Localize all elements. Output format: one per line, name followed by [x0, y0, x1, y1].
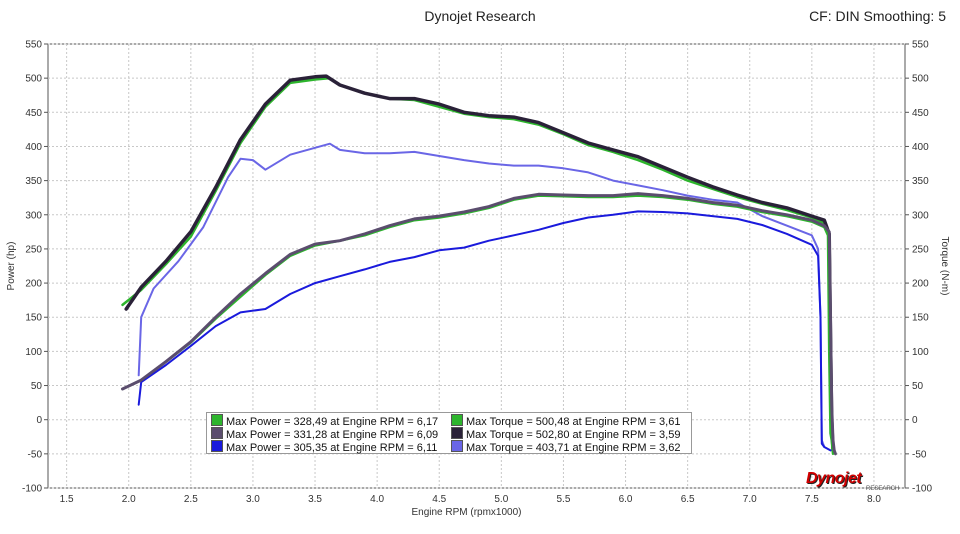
- x-tick-label: 5.5: [556, 494, 570, 505]
- x-tick-label: 4.0: [370, 494, 384, 505]
- legend-label: Max Torque = 403,71 at Engine RPM = 3,62: [466, 442, 681, 454]
- chart-title: Dynojet Research: [424, 8, 536, 24]
- y-tick-label-left: 100: [25, 347, 42, 358]
- dynojet-logo: Dynojet: [806, 470, 862, 487]
- y-tick-label-right: 400: [912, 142, 929, 153]
- y-tick-label-right: 0: [912, 415, 918, 426]
- x-tick-label: 6.0: [619, 494, 633, 505]
- dynojet-logo-sub: RESEARCH: [866, 486, 900, 492]
- legend-item: Max Torque = 403,71 at Engine RPM = 3,62: [451, 440, 681, 454]
- y-tick-label-left: 150: [25, 313, 42, 324]
- x-tick-label: 4.5: [432, 494, 446, 505]
- y-tick-label-left: 550: [25, 40, 42, 51]
- y-tick-label-right: 200: [912, 279, 929, 290]
- y-tick-label-right: 250: [912, 244, 929, 255]
- y-tick-label-left: 50: [31, 381, 43, 392]
- y-tick-label-right: -50: [912, 449, 927, 460]
- y-axis-label-right: Torque (N-m): [939, 237, 950, 296]
- legend-label: Max Power = 305,35 at Engine RPM = 6,11: [226, 442, 438, 454]
- legend-item: Max Torque = 500,48 at Engine RPM = 3,61: [451, 414, 681, 428]
- x-axis-label: Engine RPM (rpmx1000): [411, 507, 521, 518]
- x-tick-label: 5.0: [494, 494, 508, 505]
- legend-label: Max Power = 331,28 at Engine RPM = 6,09: [226, 429, 439, 441]
- y-tick-label-right: 350: [912, 176, 929, 187]
- y-tick-label-left: 0: [36, 415, 42, 426]
- chart-settings-label: CF: DIN Smoothing: 5: [809, 8, 946, 24]
- x-tick-label: 1.5: [60, 494, 74, 505]
- y-tick-label-left: 400: [25, 142, 42, 153]
- y-tick-label-left: 200: [25, 279, 42, 290]
- y-tick-label-right: 100: [912, 347, 929, 358]
- legend-item: Max Torque = 502,80 at Engine RPM = 3,59: [451, 427, 681, 441]
- y-tick-label-right: 450: [912, 108, 929, 119]
- series-line-power-1: [121, 192, 837, 456]
- legend-swatch: [211, 414, 223, 426]
- y-tick-label-right: 550: [912, 40, 929, 51]
- y-tick-label-right: 150: [912, 313, 929, 324]
- y-tick-label-right: 50: [912, 381, 924, 392]
- legend-swatch: [451, 440, 463, 452]
- y-tick-label-left: 500: [25, 74, 42, 85]
- legend-item: Max Power = 331,28 at Engine RPM = 6,09: [211, 427, 439, 441]
- series-line-torque-5: [137, 142, 826, 448]
- y-tick-label-left: 250: [25, 244, 42, 255]
- legend-label: Max Power = 328,49 at Engine RPM = 6,17: [226, 416, 439, 428]
- y-tick-label-left: 450: [25, 108, 42, 119]
- chart-legend: Max Power = 328,49 at Engine RPM = 6,17 M…: [206, 412, 692, 454]
- series-line-power-2: [137, 210, 832, 452]
- x-tick-label: 2.0: [122, 494, 136, 505]
- legend-swatch: [451, 427, 463, 439]
- y-tick-label-left: 300: [25, 210, 42, 221]
- x-tick-label: 2.5: [184, 494, 198, 505]
- y-tick-label-left: -100: [22, 484, 42, 495]
- x-tick-label: 7.5: [805, 494, 819, 505]
- y-tick-label-right: 300: [912, 210, 929, 221]
- legend-swatch: [211, 440, 223, 452]
- y-tick-label-left: 350: [25, 176, 42, 187]
- x-tick-label: 7.0: [743, 494, 757, 505]
- legend-label: Max Torque = 502,80 at Engine RPM = 3,59: [466, 429, 681, 441]
- legend-label: Max Torque = 500,48 at Engine RPM = 3,61: [466, 416, 681, 428]
- x-tick-label: 3.5: [308, 494, 322, 505]
- y-tick-label-left: -50: [28, 449, 43, 460]
- series-line-torque-4: [124, 74, 835, 453]
- legend-swatch: [451, 414, 463, 426]
- legend-swatch: [211, 427, 223, 439]
- legend-item: Max Power = 328,49 at Engine RPM = 6,17: [211, 414, 439, 428]
- y-tick-label-right: 500: [912, 74, 929, 85]
- x-tick-label: 3.0: [246, 494, 260, 505]
- x-tick-label: 8.0: [867, 494, 881, 505]
- y-axis-label-left: Power (hp): [6, 242, 17, 291]
- legend-item: Max Power = 305,35 at Engine RPM = 6,11: [211, 440, 438, 454]
- x-tick-label: 6.5: [681, 494, 695, 505]
- y-tick-label-right: -100: [912, 484, 932, 495]
